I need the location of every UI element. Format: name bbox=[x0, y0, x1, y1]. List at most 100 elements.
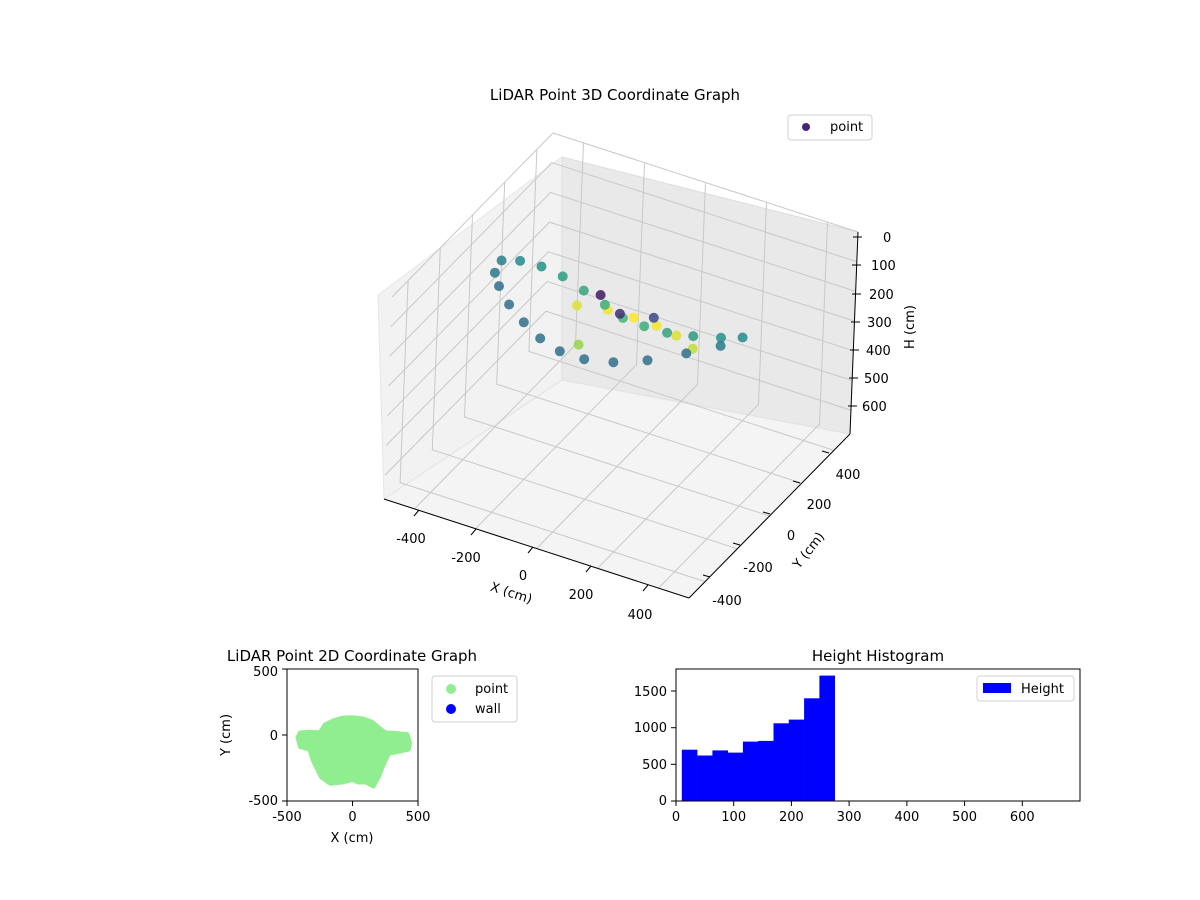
y-tick-label: 400 bbox=[836, 468, 861, 483]
histogram-bar bbox=[804, 698, 820, 801]
point-3d bbox=[515, 255, 526, 266]
x-tick-label-hist: 400 bbox=[894, 810, 919, 825]
histogram-bar bbox=[788, 719, 805, 801]
x-tick-label-2d: -500 bbox=[272, 810, 302, 825]
point-3d bbox=[504, 299, 515, 310]
y-tick-group-2d: -500 0 500 bbox=[248, 665, 287, 809]
point-3d bbox=[639, 321, 650, 332]
point-3d bbox=[595, 290, 606, 300]
histogram-bar bbox=[742, 741, 759, 801]
chart-3d-title: LiDAR Point 3D Coordinate Graph bbox=[490, 86, 740, 104]
grid-line bbox=[528, 149, 835, 451]
point-3d bbox=[494, 281, 504, 292]
z-tick-group: 0 100 200 300 400 500 600 bbox=[848, 231, 896, 415]
z-axis-label: H (cm) bbox=[903, 305, 918, 349]
legend-label-height: Height bbox=[1021, 682, 1064, 697]
point-3d bbox=[489, 267, 500, 278]
grid-line bbox=[496, 182, 802, 484]
point-3d bbox=[535, 333, 546, 344]
z-tick-label: 500 bbox=[864, 372, 889, 387]
histogram-bar bbox=[727, 752, 744, 801]
x-tick-label-2d: 0 bbox=[348, 810, 356, 825]
point-3d bbox=[681, 348, 692, 359]
point-3d bbox=[648, 312, 659, 323]
grid-line bbox=[384, 310, 852, 476]
chart-2d: LiDAR Point 2D Coordinate Graph -500 0 5… bbox=[219, 647, 518, 846]
grid-line bbox=[390, 162, 857, 328]
point-3d bbox=[628, 312, 639, 323]
histogram-bar bbox=[697, 755, 713, 801]
legend-histogram: Height bbox=[976, 675, 1075, 702]
grid-line bbox=[385, 280, 853, 446]
x-tick-label-hist: 300 bbox=[837, 810, 862, 825]
point-3d bbox=[688, 331, 699, 342]
x-tick-label: -400 bbox=[396, 532, 426, 547]
point-3d bbox=[496, 255, 507, 266]
z-axis-line bbox=[849, 231, 859, 435]
legend-2d: point wall bbox=[431, 675, 518, 723]
grid-line bbox=[388, 221, 855, 387]
z-tick-label: 100 bbox=[871, 259, 896, 274]
grid-line bbox=[475, 162, 645, 530]
y-tick-label: 200 bbox=[807, 498, 832, 513]
point-3d bbox=[608, 357, 619, 368]
x-tick-group-hist: 0 100 200 300 400 500 600 bbox=[672, 801, 1035, 825]
x-tick-label: 0 bbox=[519, 569, 527, 584]
x-tick-group-2d: -500 0 500 bbox=[272, 801, 430, 825]
grid-line bbox=[597, 202, 767, 569]
plot-frame-histogram bbox=[675, 668, 1081, 802]
grid-3d bbox=[384, 132, 859, 589]
point-3d bbox=[536, 261, 547, 272]
y-tick-label-hist: 500 bbox=[642, 758, 667, 773]
y-tick-label-2d: 500 bbox=[253, 665, 278, 680]
x-tick-label-2d: 500 bbox=[406, 810, 431, 825]
legend-marker-point bbox=[802, 123, 810, 131]
point-3d bbox=[737, 332, 748, 343]
legend-label-wall-2d: wall bbox=[475, 702, 501, 717]
histogram-bar bbox=[773, 723, 790, 801]
point-3d bbox=[662, 327, 673, 338]
x-tick-label-hist: 100 bbox=[721, 810, 746, 825]
histogram-bars bbox=[681, 675, 835, 801]
y-tick-group-hist: 0 500 1000 1500 bbox=[634, 685, 676, 809]
y-tick-label-hist: 0 bbox=[659, 794, 667, 809]
z-tick-label: 400 bbox=[866, 344, 891, 359]
y-axis-label: Y (cm) bbox=[790, 530, 828, 573]
point-cloud-3d bbox=[489, 255, 748, 368]
x-tick-label: 200 bbox=[569, 588, 594, 603]
grid-line bbox=[658, 222, 828, 589]
point-3d bbox=[651, 320, 662, 331]
x-tick-label-hist: 600 bbox=[1010, 810, 1035, 825]
x-tick-label-hist: 500 bbox=[952, 810, 977, 825]
y-tick-group: -400 -200 0 200 400 bbox=[702, 450, 861, 609]
point-3d bbox=[554, 346, 565, 357]
legend-marker-height bbox=[983, 683, 1011, 693]
legend-marker-point-2d bbox=[446, 684, 456, 694]
z-tick-label: 200 bbox=[869, 288, 894, 303]
grid-line bbox=[391, 132, 859, 298]
histogram-bar bbox=[681, 749, 698, 801]
x-tick-group: -400 -200 0 200 400 bbox=[396, 509, 652, 623]
y-tick-label-hist: 1000 bbox=[634, 721, 667, 736]
histogram-bar bbox=[819, 675, 835, 801]
chart-2d-title: LiDAR Point 2D Coordinate Graph bbox=[227, 647, 477, 665]
histogram-bar bbox=[758, 740, 774, 801]
point-3d bbox=[573, 339, 584, 350]
point-3d bbox=[518, 317, 529, 328]
histogram-bar bbox=[712, 750, 728, 801]
y-tick-label-2d: -500 bbox=[248, 794, 278, 809]
z-tick-label: 300 bbox=[867, 316, 892, 331]
z-tick-label: 0 bbox=[883, 231, 891, 246]
grid-line bbox=[399, 280, 706, 583]
y-tick-label: -200 bbox=[743, 561, 773, 576]
chart-3d: LiDAR Point 3D Coordinate Graph -400 -20… bbox=[377, 86, 918, 623]
x-axis-label: X (cm) bbox=[488, 580, 534, 608]
point-3d bbox=[572, 300, 582, 311]
grid-line bbox=[431, 247, 738, 550]
y-axis-line bbox=[688, 433, 851, 599]
x-axis-line bbox=[383, 498, 690, 599]
point-3d bbox=[599, 299, 610, 310]
z-tick-label: 600 bbox=[862, 400, 887, 415]
y-tick-label-hist: 1500 bbox=[634, 685, 667, 700]
point-3d bbox=[614, 308, 625, 319]
